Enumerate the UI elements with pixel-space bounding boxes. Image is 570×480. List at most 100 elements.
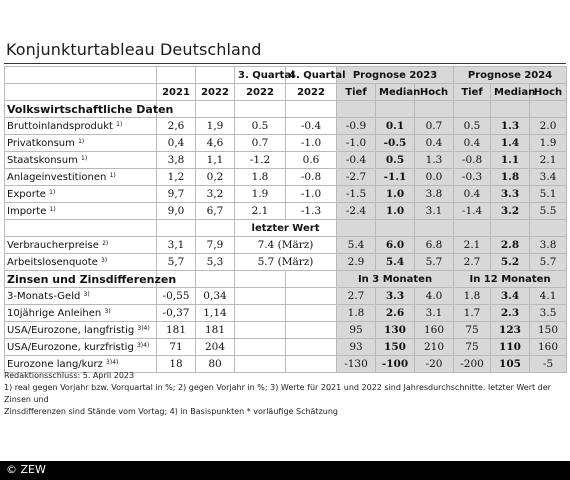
table-cell: -0.3 [453,168,492,186]
footnote-marker: 1) [49,205,56,213]
row-label: 3-Monats-Geld [7,290,81,302]
footnote-marker: 3) [83,290,90,298]
row-label-cell: Eurozone lang/kurz 3)4) [4,355,157,373]
table-cell: -1.1 [375,168,415,186]
table-cell: 9,7 [156,185,196,203]
row-label: Eurozone lang/kurz [7,358,103,370]
table-cell: 2.7 [453,253,492,271]
zins-rows: 3-Monats-Geld 3) -0,55 0,34 2.7 3.3 4.0 1.8 3.4… [4,287,568,373]
table-cell: 1,14 [195,304,235,322]
footnote-line-1: 1) real gegen Vorjahr bzw. Vorquartal in… [4,383,551,404]
section-row-zins: Zinsen und Zinsdifferenzen In 3 Monaten … [4,270,568,288]
table-cell: 7,9 [195,236,235,254]
table-cell: 2,6 [156,117,196,135]
table-cell: -2.7 [336,168,376,186]
table-cell: 0,2 [195,168,235,186]
table-row: USA/Eurozone, kurzfristig 3)4) 71 204 93 150… [4,338,568,356]
table-cell: 2.1 [529,151,568,169]
table-cell: 1.4 [490,134,531,152]
row-label-cell: Arbeitslosenquote 3) [4,253,157,271]
row-label: Exporte [7,188,46,200]
header-median-2023: Median [375,83,420,101]
empty-cell [285,338,337,356]
table-cell: 5.4 [336,236,376,254]
footnote-marker: 3) [104,307,111,315]
header-median-2024: Median [490,83,535,101]
table-cell: 3,2 [195,185,235,203]
table-cell: 0.1 [375,117,415,135]
table-cell: 75 [453,338,492,356]
table-cell: -200 [453,355,492,373]
table-row: Privatkonsum 1) 0,4 4,6 0.7 -1.0 -1.0 -0.5 0.4 0… [4,134,568,152]
table-cell: 5,7 [156,253,196,271]
table-cell: 2.1 [234,202,286,220]
header-row-1: 3. Quartal 4. Quartal Prognose 2023 Prog… [4,66,568,84]
table-row: Importe 1) 9,0 6,7 2.1 -1.3 -2.4 1.0 3.1 -1.4 3.2… [4,202,568,220]
table-cell: 1.8 [234,168,286,186]
table-cell: 5.1 [529,185,568,203]
table-cell: 3.4 [529,168,568,186]
table-cell: 5.7 [413,253,455,271]
table-cell: 3.3 [490,185,531,203]
table-cell: 204 [195,338,235,356]
table-cell: 3.8 [529,236,568,254]
row-label-cell: Bruttoinlandsprodukt 1) [4,117,157,135]
table-cell: 181 [195,321,235,339]
page-title: Konjunkturtableau Deutschland [6,40,262,59]
row-label-cell: Privatkonsum 1) [4,134,157,152]
letzter-wert-label: letzter Wert [234,219,337,237]
table-cell: 5,3 [195,253,235,271]
row-label: Importe [7,205,47,217]
table-cell: 9,0 [156,202,196,220]
price-rows: Verbraucherpreise 2) 3,1 7,9 7.4 (März) 5.4 6… [4,236,568,271]
row-label-cell: Anlageinvestitionen 1) [4,168,157,186]
table-cell: 0.0 [413,168,455,186]
notes-block: Redaktionsschluss: 5. April 2023 1) real… [4,370,564,418]
table-cell: 0.5 [453,117,492,135]
table-cell: 2.6 [375,304,415,322]
vgr-rows: Bruttoinlandsprodukt 1) 2,6 1,9 0.5 -0.4 -0.9… [4,117,568,220]
forecast-table: 3. Quartal 4. Quartal Prognose 2023 Prog… [4,66,568,373]
table-row: Verbraucherpreise 2) 3,1 7,9 7.4 (März) 5.4 6… [4,236,568,254]
title-rule [4,63,566,64]
footnote-marker: 3) [101,256,108,264]
table-cell: 0.7 [413,117,455,135]
table-cell: 1,1 [195,151,235,169]
table-cell: -1.3 [285,202,337,220]
empty-cell [285,321,337,339]
row-label-cell: USA/Eurozone, langfristig 3)4) [4,321,157,339]
table-cell: 3.1 [413,304,455,322]
empty-cell [285,304,337,322]
table-cell: 3.5 [529,304,568,322]
table-cell: -130 [336,355,376,373]
row-label: Anlageinvestitionen [7,171,107,183]
table-cell: 2.7 [336,287,376,305]
table-cell: -1.5 [336,185,376,203]
table-cell: -2.4 [336,202,376,220]
table-cell: 181 [156,321,196,339]
header-in-3-monaten: In 3 Monaten [335,270,455,288]
footnote-marker: 1) [81,154,88,162]
table-cell: 0.6 [285,151,337,169]
header-2022-q4: 2022 [285,83,337,101]
row-label: Privatkonsum [7,137,75,149]
row-label-cell: Importe 1) [4,202,157,220]
table-cell: 5.7 (März) [234,253,337,271]
table-cell: 71 [156,338,196,356]
table-cell: 6.8 [413,236,455,254]
table-cell: 105 [490,355,531,373]
table-cell: 3,8 [156,151,196,169]
table-cell: -0.8 [285,168,337,186]
table-cell: -0.4 [336,151,376,169]
table-cell: 1,2 [156,168,196,186]
row-label: Arbeitslosenquote [7,256,98,268]
table-cell: 0.4 [453,134,492,152]
table-cell: 5.2 [490,253,531,271]
copyright-text: © ZEW [6,463,46,476]
table-cell: 1.9 [529,134,568,152]
table-cell: 0.5 [234,117,286,135]
table-cell: 1.1 [490,151,531,169]
row-label: Verbraucherpreise [7,239,99,251]
footnote-line-2: Zinsdifferenzen sind Stände vom Vortag; … [4,407,338,416]
table-cell: 4.0 [413,287,455,305]
